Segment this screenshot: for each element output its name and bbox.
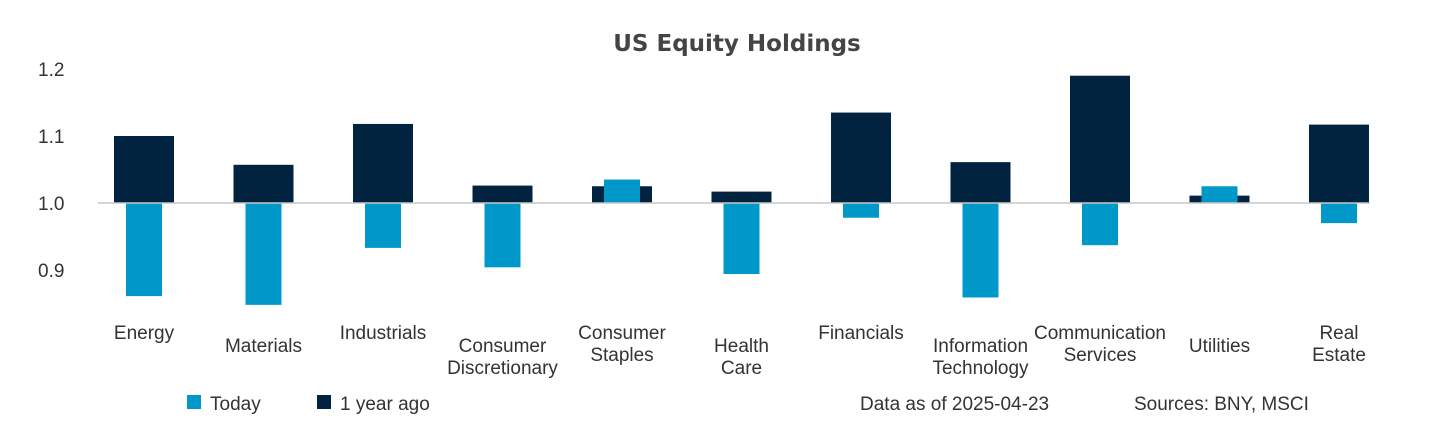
bar-today	[365, 203, 401, 248]
category-label: Consumer Discretionary	[447, 336, 558, 379]
category-label: Industrials	[340, 323, 427, 344]
y-tick-label: 0.9	[38, 261, 64, 282]
bar-1-year-ago	[1309, 124, 1369, 203]
bar-today	[1321, 203, 1357, 224]
bar-1-year-ago	[1070, 75, 1130, 203]
legend-label-today: Today	[210, 394, 261, 415]
y-tick-label: 1.0	[38, 194, 64, 215]
bar-today	[723, 203, 760, 275]
data-date-note: Data as of 2025-04-23	[860, 394, 1049, 415]
bar-today	[126, 203, 162, 297]
y-tick-label: 1.1	[38, 127, 64, 148]
bar-1-year-ago	[472, 185, 533, 203]
series-1-year-ago	[114, 75, 1369, 203]
y-tick-label: 1.2	[38, 60, 64, 81]
series-today	[126, 179, 1357, 305]
bar-1-year-ago	[831, 112, 891, 203]
bar-today	[484, 203, 521, 268]
bar-today	[604, 179, 640, 203]
bar-1-year-ago	[950, 162, 1011, 203]
chart-title: US Equity Holdings	[613, 31, 861, 57]
category-label: Health Care	[714, 336, 769, 379]
category-label: Communication Services	[1034, 323, 1166, 366]
bar-today	[245, 203, 282, 305]
bar-today	[1082, 203, 1118, 246]
bar-today	[962, 203, 999, 298]
bar-today	[1201, 186, 1238, 203]
category-label: Energy	[114, 323, 175, 344]
category-label: Materials	[225, 336, 302, 357]
y-axis: 1.2 1.1 1.0 0.9	[38, 60, 64, 282]
sources-note: Sources: BNY, MSCI	[1134, 394, 1309, 415]
bar-today	[843, 203, 879, 218]
bar-1-year-ago	[233, 164, 294, 203]
legend: Today 1 year ago	[187, 394, 430, 415]
legend-swatch-today	[187, 395, 201, 409]
bar-1-year-ago	[353, 123, 413, 203]
bar-1-year-ago	[114, 136, 174, 203]
legend-swatch-1-year-ago	[317, 395, 331, 409]
bar-1-year-ago	[711, 191, 772, 203]
legend-label-1-year-ago: 1 year ago	[340, 394, 430, 415]
category-labels: Energy Materials Industrials Consumer Discre…	[114, 323, 1366, 379]
category-label: Consumer Staples	[578, 323, 666, 366]
category-label: Information Technology	[932, 336, 1029, 379]
category-label: Financials	[818, 323, 904, 344]
category-label: Real Estate	[1312, 323, 1366, 366]
category-label: Utilities	[1189, 336, 1250, 357]
